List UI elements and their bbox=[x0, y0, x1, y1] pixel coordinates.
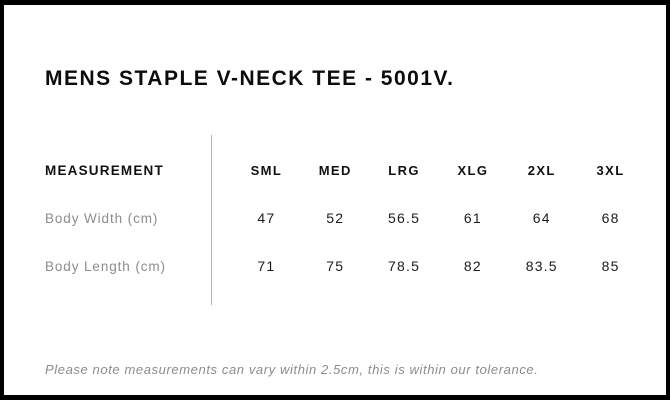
body-width-value-sml: 47 bbox=[257, 210, 276, 226]
size-column-header-2xl: 2XL bbox=[527, 162, 556, 178]
body-length-value-sml: 71 bbox=[257, 258, 276, 274]
size-column-header-sml: SML bbox=[250, 162, 283, 178]
size-column-header-med: MED bbox=[318, 162, 352, 178]
measurement-column-header: MEASUREMENT bbox=[45, 162, 164, 178]
row-label-body-length: Body Length (cm) bbox=[45, 258, 166, 274]
body-length-value-lrg: 78.5 bbox=[388, 258, 421, 274]
body-width-value-lrg: 56.5 bbox=[388, 210, 421, 226]
body-width-value-2xl: 64 bbox=[532, 210, 551, 226]
size-column-header-xlg: XLG bbox=[457, 162, 489, 178]
size-column-header-lrg: LRG bbox=[388, 162, 420, 178]
body-length-value-3xl: 85 bbox=[601, 258, 620, 274]
body-width-value-xlg: 61 bbox=[463, 210, 482, 226]
body-width-value-med: 52 bbox=[326, 210, 345, 226]
tolerance-note: Please note measurements can vary within… bbox=[45, 362, 539, 377]
body-length-value-med: 75 bbox=[326, 258, 345, 274]
size-chart-table: MEASUREMENT SML MED LRG XLG 2XL 3XL Body… bbox=[45, 146, 645, 290]
row-label-body-width: Body Width (cm) bbox=[45, 210, 159, 226]
body-width-value-3xl: 68 bbox=[601, 210, 620, 226]
size-column-header-3xl: 3XL bbox=[596, 162, 625, 178]
body-length-value-xlg: 82 bbox=[463, 258, 482, 274]
product-title: MENS STAPLE V-NECK TEE - 5001V. bbox=[45, 67, 455, 91]
body-length-value-2xl: 83.5 bbox=[525, 258, 558, 274]
table-vertical-divider bbox=[211, 135, 212, 305]
